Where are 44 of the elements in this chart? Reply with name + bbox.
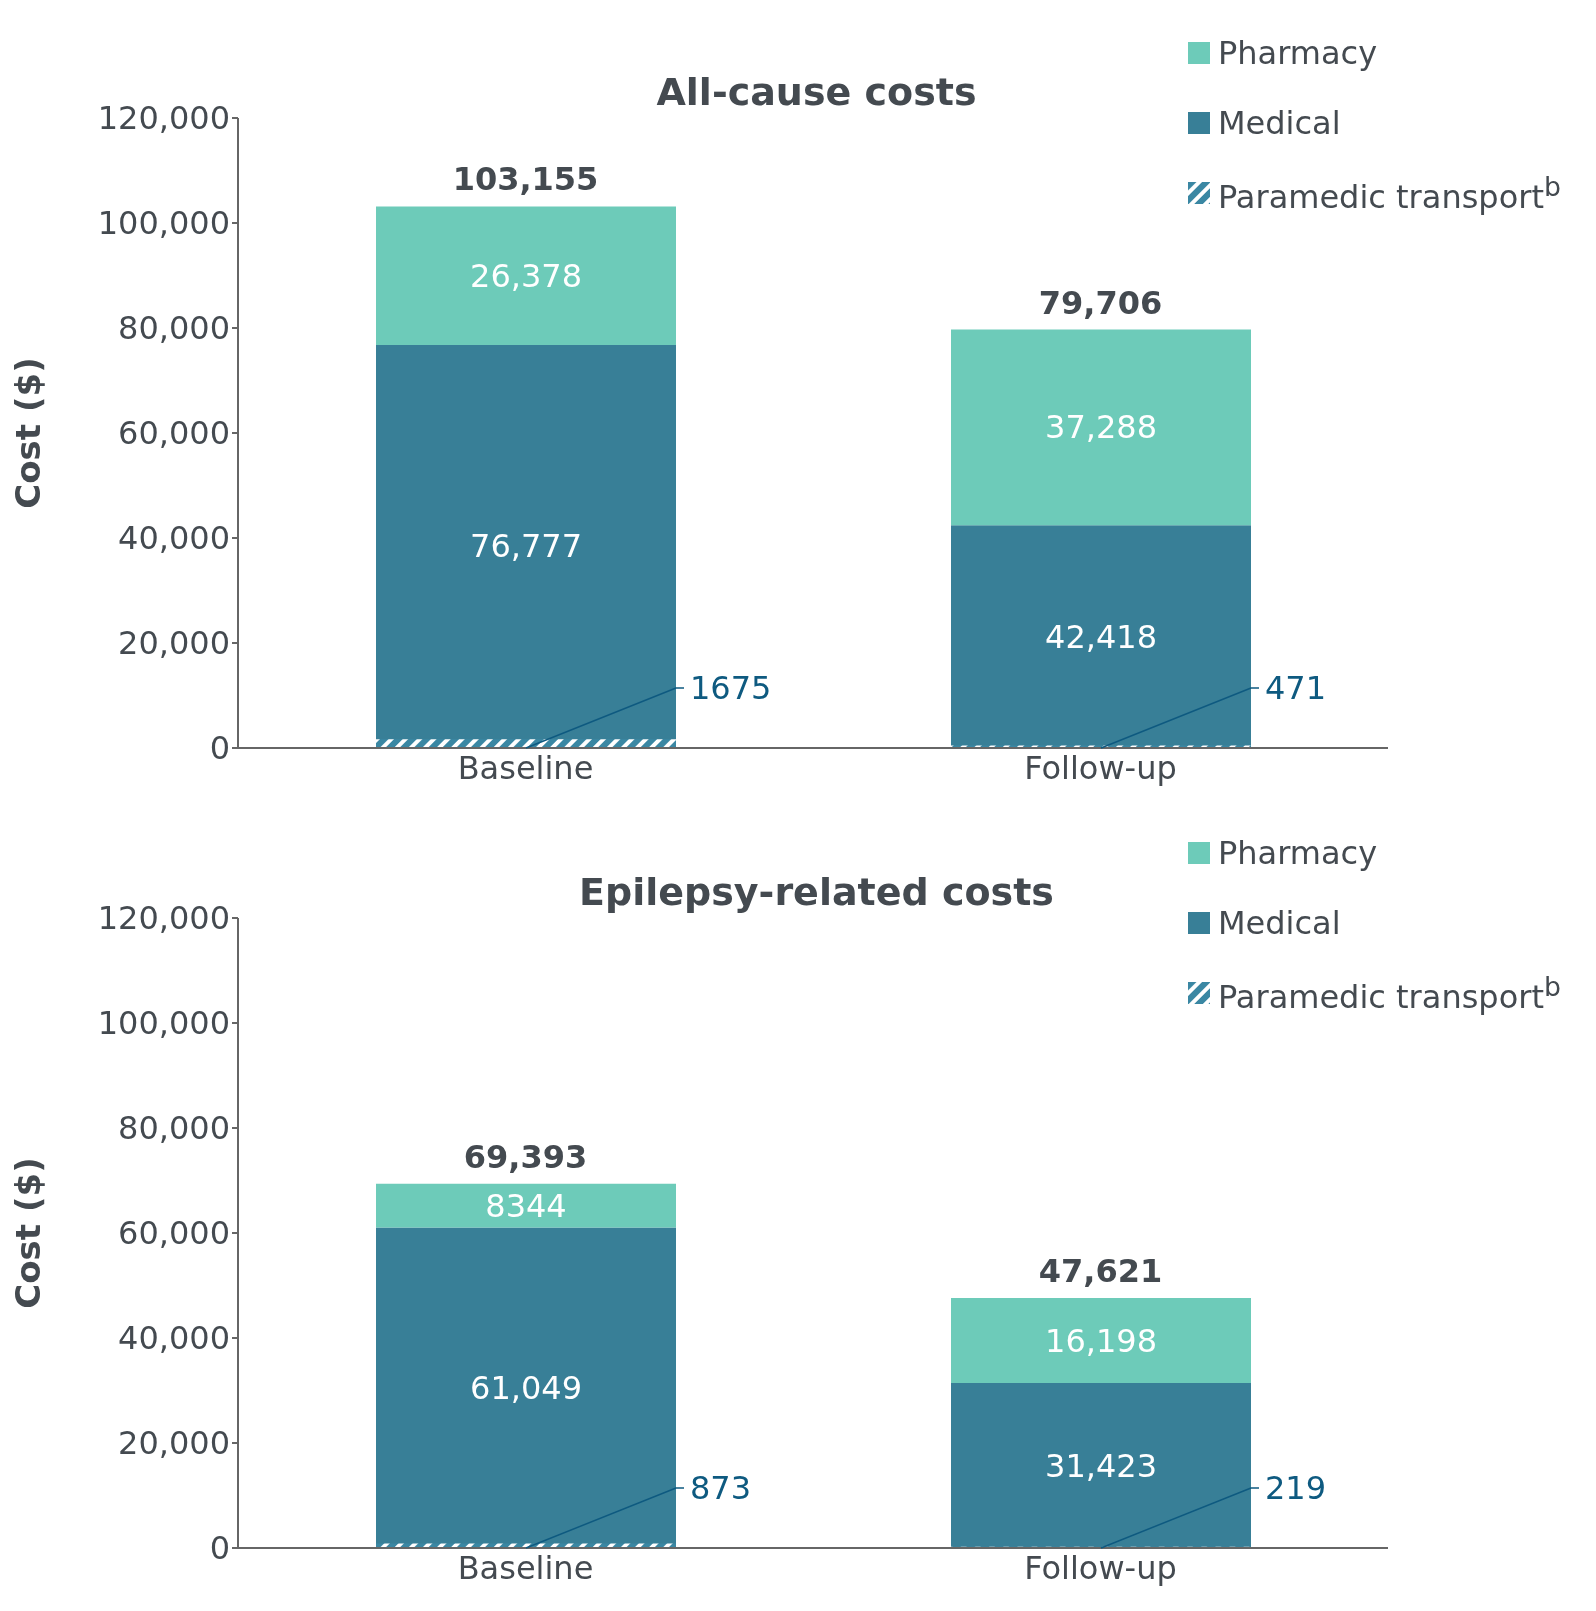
y-tick-label: 120,000	[97, 99, 230, 138]
data-label: 37,288	[1045, 408, 1157, 447]
y-tick-label: 0	[209, 729, 230, 768]
chart-title: All-cause costs	[656, 70, 977, 114]
annotation: 103,155	[452, 160, 599, 199]
data-label: 873	[690, 1469, 752, 1507]
legend-label: Paramedic transport$^{b}$	[1218, 970, 1561, 1016]
data-label: 471	[1265, 669, 1327, 707]
data-label: 26,378	[470, 256, 582, 295]
chart-title: Epilepsy-related costs	[579, 870, 1054, 914]
y-tick-label: 40,000	[118, 519, 230, 558]
data-label: 61,049	[470, 1368, 582, 1407]
x-tick-label: Baseline	[457, 748, 594, 787]
y-tick-label: 40,000	[118, 1319, 230, 1358]
annotation: 69,393	[463, 1137, 588, 1176]
y-tick-label: 100,000	[97, 204, 230, 243]
data-label: 76,777	[470, 527, 582, 566]
legend-label: Pharmacy	[1218, 834, 1378, 872]
legend-label: Paramedic transport$^{b}$	[1218, 170, 1561, 216]
y-axis-title: Cost ($)	[8, 1157, 49, 1309]
annotation: 47,621	[1038, 1251, 1163, 1290]
data-label: 16,198	[1045, 1321, 1157, 1360]
y-tick-label: 100,000	[97, 1004, 230, 1043]
data-label: 42,418	[1045, 617, 1157, 656]
x-tick-label: Follow-up	[1024, 748, 1177, 787]
x-tick-label: Baseline	[457, 1548, 594, 1587]
legend-label: Medical	[1218, 904, 1341, 942]
y-tick-label: 60,000	[118, 1214, 230, 1253]
y-tick-label: 20,000	[118, 1424, 230, 1463]
x-tick-label: Follow-up	[1024, 1548, 1177, 1587]
y-tick-label: 80,000	[118, 309, 230, 348]
data-label: 219	[1265, 1469, 1327, 1507]
data-label: 1675	[690, 669, 772, 707]
y-tick-label: 80,000	[118, 1109, 230, 1148]
data-label: 31,423	[1045, 1446, 1157, 1485]
y-tick-label: 0	[209, 1529, 230, 1568]
data-label: 8344	[485, 1186, 567, 1225]
y-tick-label: 20,000	[118, 624, 230, 663]
y-tick-label: 120,000	[97, 899, 230, 938]
y-tick-label: 60,000	[118, 414, 230, 453]
annotation: 79,706	[1038, 283, 1163, 322]
y-axis-title: Cost ($)	[8, 357, 49, 509]
legend-label: Medical	[1218, 104, 1341, 142]
legend-label: Pharmacy	[1218, 34, 1378, 72]
